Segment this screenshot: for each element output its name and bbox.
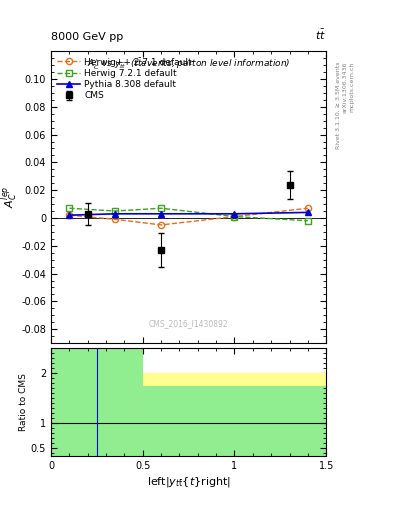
- Y-axis label: $A_C^{lep}$: $A_C^{lep}$: [0, 186, 20, 208]
- Herwig 7.2.1 default: [67, 205, 72, 211]
- Herwig++ 2.7.1 default: [67, 212, 72, 218]
- Y-axis label: Ratio to CMS: Ratio to CMS: [19, 373, 28, 431]
- Pythia 8.308 default: [305, 209, 310, 216]
- Herwig++ 2.7.1 default: [159, 222, 163, 228]
- Pythia 8.308 default: [113, 211, 118, 217]
- Text: $A_C^l$ vs $y_{t\bar{t}}$  (t$\bar{t}$events, parton level information): $A_C^l$ vs $y_{t\bar{t}}$ (t$\bar{t}$eve…: [87, 57, 290, 72]
- Text: Rivet 3.1.10, ≥ 3.5M events: Rivet 3.1.10, ≥ 3.5M events: [336, 61, 341, 149]
- Herwig 7.2.1 default: [159, 205, 163, 211]
- Herwig++ 2.7.1 default: [305, 205, 310, 211]
- Pythia 8.308 default: [159, 211, 163, 217]
- Herwig 7.2.1 default: [232, 214, 237, 220]
- Herwig++ 2.7.1 default: [113, 216, 118, 222]
- X-axis label: $\mathrm{left}|y_{t\bar{\mathrm{t}}}\{t\}\mathrm{right}|$: $\mathrm{left}|y_{t\bar{\mathrm{t}}}\{t\…: [147, 475, 231, 489]
- Herwig 7.2.1 default: [113, 208, 118, 214]
- Line: Herwig++ 2.7.1 default: Herwig++ 2.7.1 default: [66, 205, 311, 228]
- Line: Herwig 7.2.1 default: Herwig 7.2.1 default: [66, 205, 311, 224]
- Pythia 8.308 default: [67, 212, 72, 218]
- Text: mcplots.cern.ch: mcplots.cern.ch: [349, 61, 354, 112]
- Line: Pythia 8.308 default: Pythia 8.308 default: [66, 209, 311, 218]
- Herwig++ 2.7.1 default: [232, 214, 237, 220]
- Text: CMS_2016_I1430892: CMS_2016_I1430892: [149, 319, 228, 329]
- Herwig 7.2.1 default: [305, 218, 310, 224]
- Pythia 8.308 default: [232, 211, 237, 217]
- Legend: Herwig++ 2.7.1 default, Herwig 7.2.1 default, Pythia 8.308 default, CMS: Herwig++ 2.7.1 default, Herwig 7.2.1 def…: [55, 56, 194, 102]
- Text: $t\bar{t}$: $t\bar{t}$: [315, 28, 326, 42]
- Text: 8000 GeV pp: 8000 GeV pp: [51, 32, 123, 42]
- Text: arXiv:1306.3436: arXiv:1306.3436: [343, 61, 348, 113]
